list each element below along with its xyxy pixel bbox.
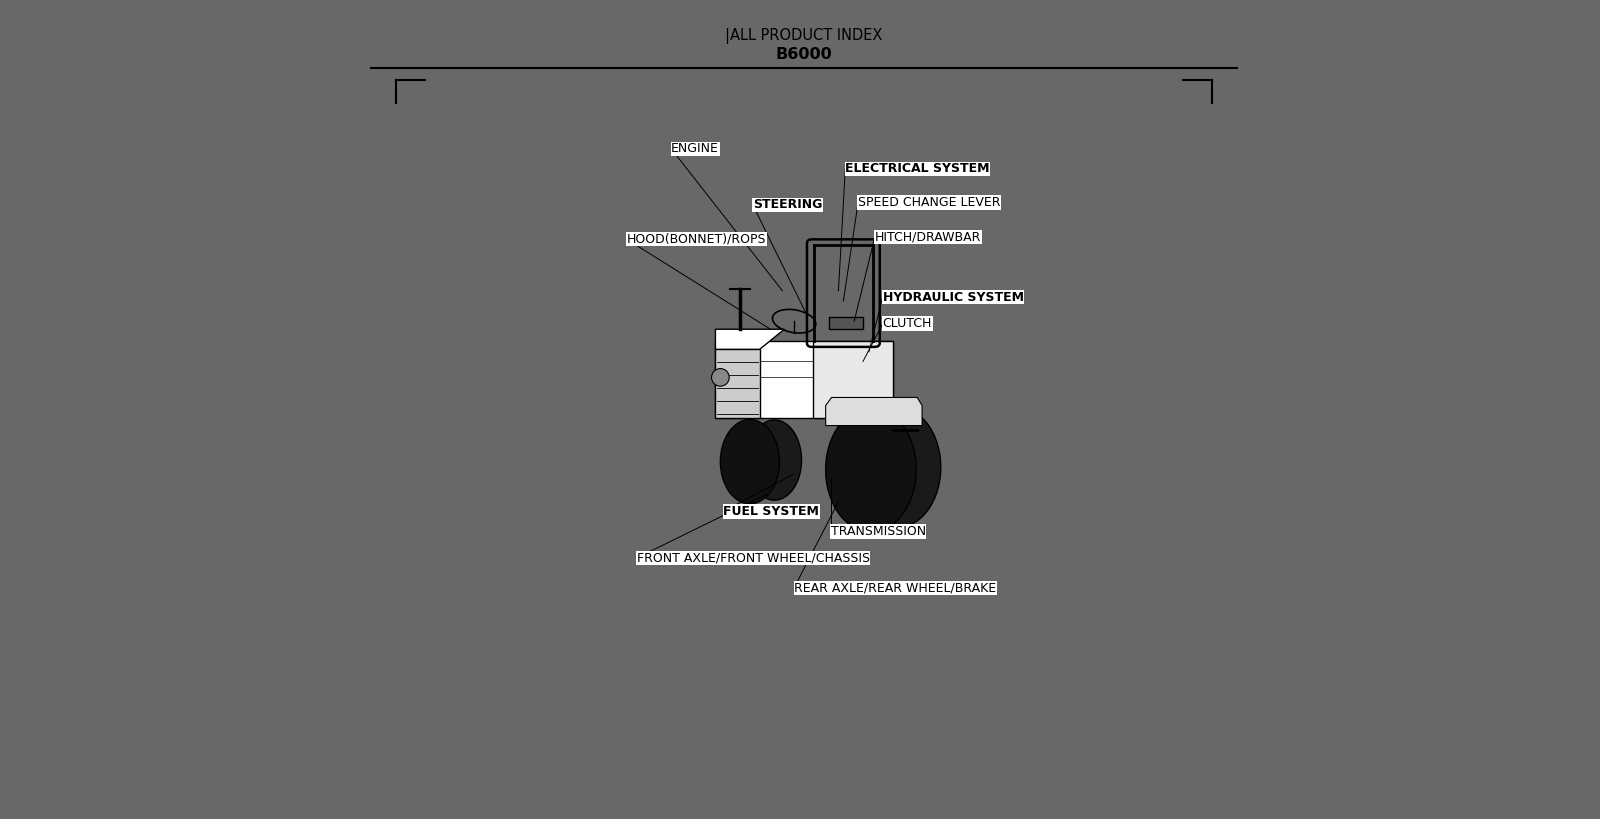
- Text: TRANSMISSION: TRANSMISSION: [830, 525, 926, 538]
- Text: STEERING: STEERING: [754, 198, 822, 211]
- Text: FRONT AXLE/FRONT WHEEL/CHASSIS: FRONT AXLE/FRONT WHEEL/CHASSIS: [637, 551, 870, 564]
- Polygon shape: [715, 329, 784, 350]
- Ellipse shape: [720, 419, 779, 504]
- Text: FUEL SYSTEM: FUEL SYSTEM: [723, 505, 819, 518]
- Polygon shape: [813, 342, 893, 418]
- Polygon shape: [829, 317, 862, 329]
- Text: SPEED CHANGE LEVER: SPEED CHANGE LEVER: [858, 196, 1000, 209]
- Polygon shape: [715, 350, 760, 418]
- Ellipse shape: [826, 408, 917, 532]
- Polygon shape: [826, 397, 922, 426]
- Text: |ALL PRODUCT INDEX: |ALL PRODUCT INDEX: [725, 29, 883, 44]
- Ellipse shape: [854, 407, 941, 527]
- Text: ELECTRICAL SYSTEM: ELECTRICAL SYSTEM: [845, 162, 990, 175]
- Polygon shape: [715, 342, 893, 418]
- Text: B6000: B6000: [776, 48, 832, 62]
- Text: ENGINE: ENGINE: [670, 143, 718, 155]
- Ellipse shape: [747, 420, 802, 500]
- Ellipse shape: [712, 369, 730, 387]
- Text: HOOD(BONNET)/ROPS: HOOD(BONNET)/ROPS: [627, 233, 766, 246]
- Text: REAR AXLE/REAR WHEEL/BRAKE: REAR AXLE/REAR WHEEL/BRAKE: [794, 581, 997, 594]
- Text: HYDRAULIC SYSTEM: HYDRAULIC SYSTEM: [883, 291, 1024, 304]
- Text: CLUTCH: CLUTCH: [883, 317, 933, 330]
- Text: HITCH/DRAWBAR: HITCH/DRAWBAR: [875, 230, 981, 243]
